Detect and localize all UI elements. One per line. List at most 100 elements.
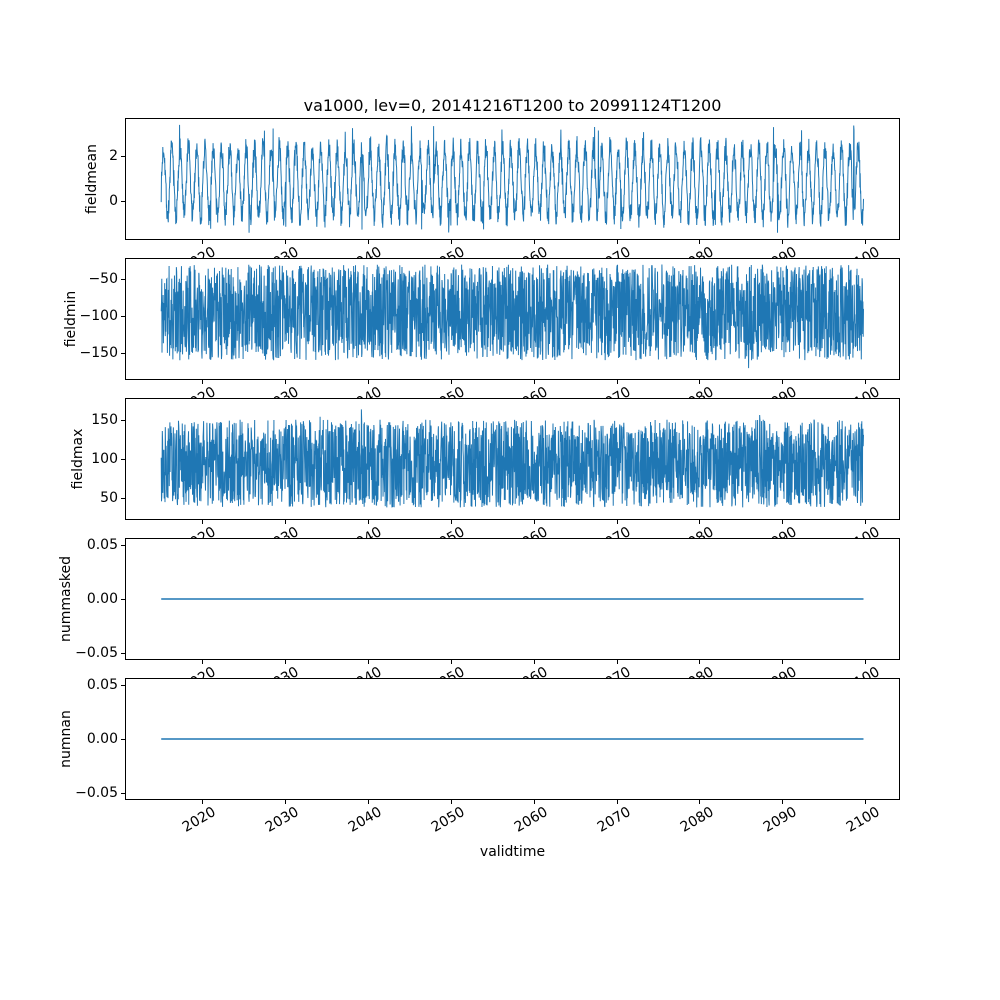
subplot-fieldmean: fieldmean2020202030204020502060207020802…	[0, 118, 1000, 276]
fieldmax-canvas	[160, 409, 864, 508]
x-tick-mark	[699, 800, 700, 804]
x-tick-mark	[534, 660, 535, 664]
x-tick-mark	[202, 520, 203, 524]
x-tick-label: 2080	[677, 804, 717, 836]
x-tick-mark	[451, 800, 452, 804]
x-tick-mark	[617, 380, 618, 384]
x-tick-mark	[202, 800, 203, 804]
x-tick-mark	[699, 520, 700, 524]
x-tick-mark	[782, 800, 783, 804]
x-tick-label: 2090	[760, 804, 800, 836]
x-tick-mark	[451, 240, 452, 244]
y-tick-label: −0.05	[75, 785, 118, 801]
signal-line	[160, 409, 864, 508]
x-tick-label: 2100	[843, 804, 883, 836]
y-tick-label: −150	[79, 345, 118, 361]
y-tick-mark	[121, 739, 125, 740]
x-tick-mark	[285, 380, 286, 384]
x-tick-mark	[285, 240, 286, 244]
y-tick-mark	[121, 599, 125, 600]
chart-title: va1000, lev=0, 20141216T1200 to 20991124…	[303, 96, 722, 115]
y-tick-mark	[121, 545, 125, 546]
x-tick-mark	[534, 520, 535, 524]
nummasked-canvas	[161, 598, 864, 600]
x-tick-mark	[368, 660, 369, 664]
x-tick-mark	[534, 800, 535, 804]
subplot-nummasked: nummasked0.050.00−0.05202020302040205020…	[0, 537, 1000, 696]
x-tick-mark	[865, 240, 866, 244]
x-axis-label: validtime	[479, 844, 546, 860]
x-tick-label: 2050	[428, 804, 468, 836]
x-tick-mark	[285, 520, 286, 524]
nummasked-plot-area	[125, 538, 900, 660]
y-tick-label: 100	[91, 451, 118, 467]
y-tick-label: 0.00	[86, 731, 118, 747]
x-tick-mark	[202, 240, 203, 244]
x-tick-mark	[782, 520, 783, 524]
fieldmax-plot-area	[125, 398, 900, 520]
y-tick-label: 0.05	[86, 677, 118, 693]
x-tick-label: 2040	[346, 804, 385, 836]
x-tick-mark	[617, 660, 618, 664]
subplot-numnan: numnan 0.05 0.00 −0.05 2020 2030 2040 2050 2060 2…	[0, 677, 1000, 836]
x-tick-mark	[202, 380, 203, 384]
y-tick-label: −0.05	[75, 645, 118, 661]
y-tick-mark	[121, 353, 125, 354]
fieldmean-canvas	[160, 124, 864, 233]
y-tick-label: 0.00	[86, 591, 118, 607]
y-tick-mark	[121, 793, 125, 794]
y-tick-mark	[121, 685, 125, 686]
y-tick-mark	[121, 653, 125, 654]
subplot-fieldmax: fieldmax15010050202020302040205020602070…	[0, 398, 1000, 556]
y-tick-mark	[121, 279, 125, 280]
x-tick-mark	[699, 380, 700, 384]
fieldmin-plot-area	[125, 258, 900, 380]
x-tick-mark	[865, 380, 866, 384]
x-tick-mark	[617, 800, 618, 804]
signal-line	[160, 264, 864, 369]
x-tick-label: 2020	[180, 804, 220, 836]
x-tick-mark	[202, 660, 203, 664]
fieldmin-canvas	[160, 264, 864, 369]
y-tick-label: −100	[79, 308, 118, 324]
x-tick-mark	[699, 660, 700, 664]
subplot-fieldmin: fieldmin−50−100−150202020302040205020602…	[0, 258, 1000, 416]
y-tick-mark	[121, 420, 125, 421]
x-tick-mark	[285, 800, 286, 804]
x-tick-mark	[617, 240, 618, 244]
x-tick-mark	[782, 380, 783, 384]
y-tick-label: 2	[109, 148, 118, 164]
y-tick-label: 0	[109, 193, 118, 209]
y-tick-mark	[121, 459, 125, 460]
x-tick-mark	[865, 520, 866, 524]
x-tick-mark	[451, 520, 452, 524]
x-tick-label: 2030	[263, 804, 302, 836]
x-tick-mark	[534, 240, 535, 244]
x-tick-label: 2070	[594, 804, 634, 836]
x-tick-mark	[451, 660, 452, 664]
x-tick-mark	[368, 800, 369, 804]
x-tick-mark	[368, 520, 369, 524]
y-tick-mark	[121, 316, 125, 317]
numnan-canvas	[161, 738, 864, 740]
x-tick-mark	[865, 660, 866, 664]
y-tick-mark	[121, 201, 125, 202]
signal-line	[160, 124, 864, 233]
x-tick-mark	[451, 380, 452, 384]
y-tick-label: −50	[88, 271, 118, 287]
y-tick-label: 0.05	[86, 537, 118, 553]
x-tick-mark	[699, 240, 700, 244]
x-tick-mark	[782, 660, 783, 664]
x-tick-mark	[368, 240, 369, 244]
numnan-plot-area	[125, 678, 900, 800]
y-tick-label: 150	[91, 412, 118, 428]
x-tick-label: 2060	[511, 804, 551, 836]
x-tick-mark	[865, 800, 866, 804]
x-tick-mark	[534, 380, 535, 384]
x-tick-mark	[285, 660, 286, 664]
y-tick-mark	[121, 498, 125, 499]
x-tick-mark	[782, 240, 783, 244]
x-tick-mark	[617, 520, 618, 524]
y-tick-mark	[121, 156, 125, 157]
